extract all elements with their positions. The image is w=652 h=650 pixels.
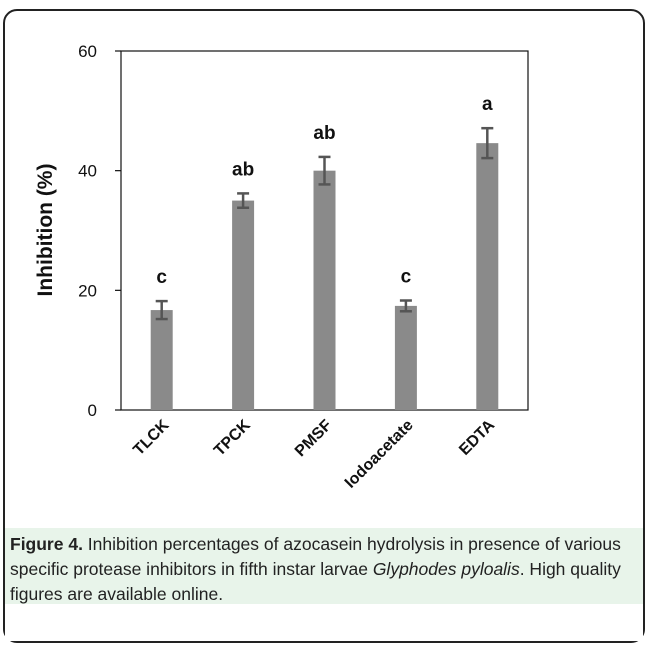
bar bbox=[476, 143, 499, 411]
chart-labels: 0 20 40 60 Inhibition (%) c TLCK ab TPCK ab PMSF c I… bbox=[34, 42, 498, 492]
frame-bottom-space bbox=[5, 604, 643, 641]
caption-text-end: . High quality figures are available onl… bbox=[10, 559, 621, 604]
bar bbox=[150, 310, 173, 410]
y-axis-label: Inhibition (%) bbox=[34, 164, 57, 297]
significance-letter: a bbox=[482, 94, 493, 115]
category-label: EDTA bbox=[456, 416, 498, 458]
significance-letter: c bbox=[401, 267, 412, 288]
figure-caption: Figure 4. Inhibition percentages of azoc… bbox=[5, 528, 643, 604]
caption-species: Glyphodes pyloalis bbox=[372, 559, 520, 579]
bar bbox=[232, 200, 255, 410]
chart-bars bbox=[150, 126, 499, 411]
category-label: Iodoacetate bbox=[342, 417, 417, 492]
bar-chart: 0 20 40 60 Inhibition (%) c TLCK ab TPCK ab PMSF c I… bbox=[34, 42, 529, 492]
significance-letter: c bbox=[156, 267, 167, 288]
caption-text: Inhibition percentages of azocasein hydr… bbox=[10, 534, 621, 579]
significance-letter: ab bbox=[232, 159, 254, 180]
y-tick-label: 60 bbox=[78, 42, 97, 61]
y-tick-label: 0 bbox=[88, 401, 97, 420]
category-label: TLCK bbox=[130, 416, 172, 458]
y-tick-label: 20 bbox=[78, 281, 97, 300]
category-label: PMSF bbox=[292, 417, 336, 461]
significance-letter: ab bbox=[313, 123, 335, 144]
bar bbox=[313, 170, 336, 410]
top-edge bbox=[0, 0, 652, 8]
bar bbox=[394, 305, 417, 410]
y-tick-label: 40 bbox=[78, 162, 97, 181]
caption-label: Figure 4. bbox=[10, 534, 83, 554]
category-label: TPCK bbox=[211, 416, 254, 459]
